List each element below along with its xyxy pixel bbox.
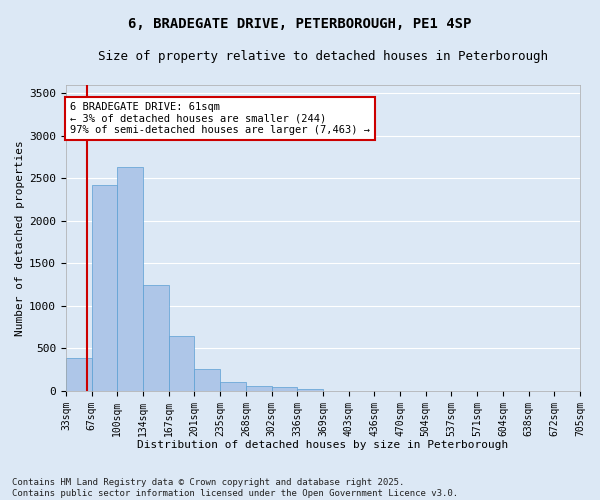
- Bar: [143, 284, 169, 391]
- Title: Size of property relative to detached houses in Peterborough: Size of property relative to detached ho…: [98, 50, 548, 63]
- Bar: [66, 358, 92, 391]
- X-axis label: Distribution of detached houses by size in Peterborough: Distribution of detached houses by size …: [137, 440, 509, 450]
- Text: Contains HM Land Registry data © Crown copyright and database right 2025.
Contai: Contains HM Land Registry data © Crown c…: [12, 478, 458, 498]
- Bar: [297, 389, 323, 391]
- Bar: [246, 386, 272, 391]
- Bar: [92, 186, 118, 391]
- Text: 6 BRADEGATE DRIVE: 61sqm
← 3% of detached houses are smaller (244)
97% of semi-d: 6 BRADEGATE DRIVE: 61sqm ← 3% of detache…: [70, 102, 370, 135]
- Bar: [169, 336, 194, 391]
- Bar: [118, 168, 143, 391]
- Y-axis label: Number of detached properties: Number of detached properties: [15, 140, 25, 336]
- Bar: [272, 388, 297, 391]
- Bar: [194, 369, 220, 391]
- Text: 6, BRADEGATE DRIVE, PETERBOROUGH, PE1 4SP: 6, BRADEGATE DRIVE, PETERBOROUGH, PE1 4S…: [128, 18, 472, 32]
- Bar: [220, 382, 246, 391]
